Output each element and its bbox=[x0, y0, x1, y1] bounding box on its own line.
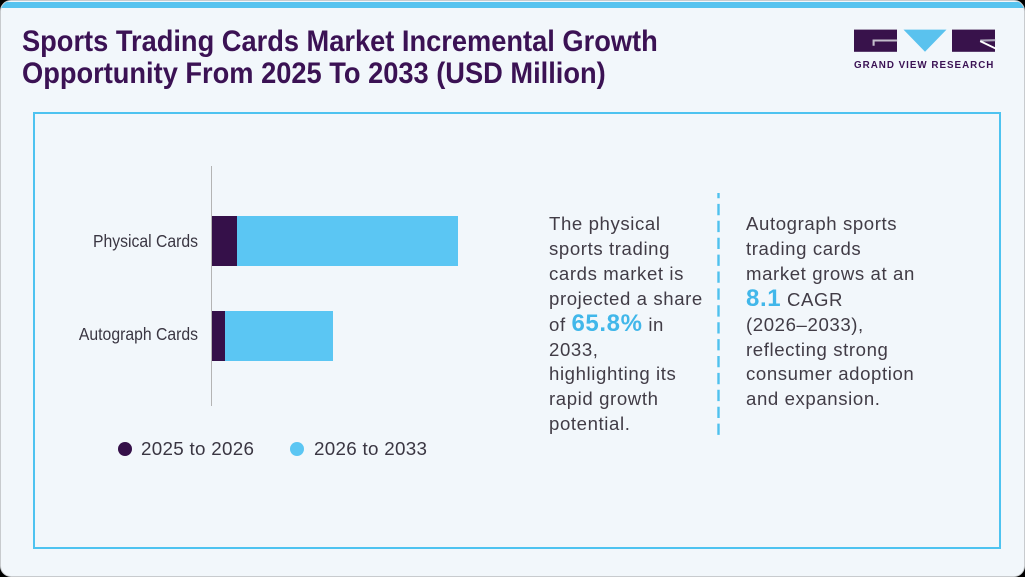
svg-text:GRAND VIEW RESEARCH: GRAND VIEW RESEARCH bbox=[854, 60, 994, 71]
